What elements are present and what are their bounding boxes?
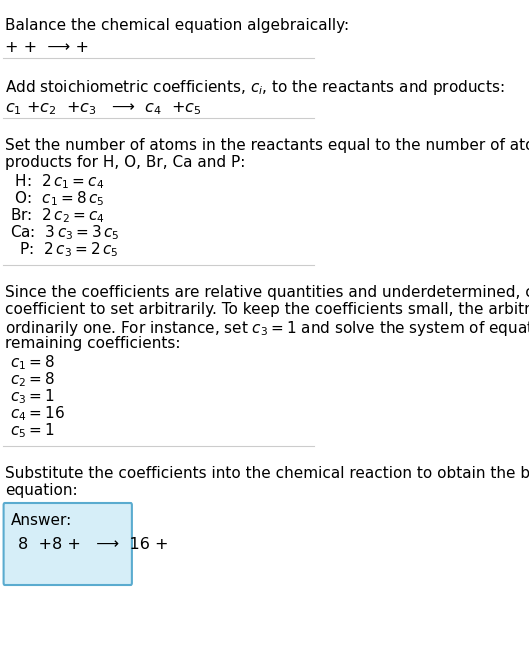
Text: $c_1 = 8$: $c_1 = 8$ (10, 353, 54, 372)
Text: Set the number of atoms in the reactants equal to the number of atoms in the: Set the number of atoms in the reactants… (5, 138, 529, 153)
Text: H:  $2\,c_1 = c_4$: H: $2\,c_1 = c_4$ (10, 172, 104, 191)
Text: 8  +8 +   ⟶  16 +: 8 +8 + ⟶ 16 + (18, 537, 168, 552)
Text: O:  $c_1 = 8\,c_5$: O: $c_1 = 8\,c_5$ (10, 189, 104, 208)
Text: P:  $2\,c_3 = 2\,c_5$: P: $2\,c_3 = 2\,c_5$ (10, 240, 118, 259)
Text: remaining coefficients:: remaining coefficients: (5, 336, 180, 351)
Text: $c_2 = 8$: $c_2 = 8$ (10, 370, 54, 389)
Text: $c_1$ +$c_2$  +$c_3$   ⟶  $c_4$  +$c_5$: $c_1$ +$c_2$ +$c_3$ ⟶ $c_4$ +$c_5$ (5, 100, 201, 117)
Text: + +  ⟶ +: + + ⟶ + (5, 40, 89, 55)
Text: Add stoichiometric coefficients, $c_i$, to the reactants and products:: Add stoichiometric coefficients, $c_i$, … (5, 78, 504, 97)
Text: Balance the chemical equation algebraically:: Balance the chemical equation algebraica… (5, 18, 349, 33)
Text: ordinarily one. For instance, set $c_3 = 1$ and solve the system of equations fo: ordinarily one. For instance, set $c_3 =… (5, 319, 529, 338)
Text: products for H, O, Br, Ca and P:: products for H, O, Br, Ca and P: (5, 155, 245, 170)
Text: Br:  $2\,c_2 = c_4$: Br: $2\,c_2 = c_4$ (10, 206, 104, 225)
Text: Ca:  $3\,c_3 = 3\,c_5$: Ca: $3\,c_3 = 3\,c_5$ (10, 223, 119, 242)
Text: $c_4 = 16$: $c_4 = 16$ (10, 404, 65, 423)
Text: $c_5 = 1$: $c_5 = 1$ (10, 421, 54, 440)
Text: Substitute the coefficients into the chemical reaction to obtain the balanced: Substitute the coefficients into the che… (5, 466, 529, 481)
Text: $c_3 = 1$: $c_3 = 1$ (10, 387, 54, 406)
Text: coefficient to set arbitrarily. To keep the coefficients small, the arbitrary va: coefficient to set arbitrarily. To keep … (5, 302, 529, 317)
Text: Since the coefficients are relative quantities and underdetermined, choose a: Since the coefficients are relative quan… (5, 285, 529, 300)
Text: Answer:: Answer: (11, 513, 72, 528)
Text: equation:: equation: (5, 483, 77, 498)
FancyBboxPatch shape (4, 503, 132, 585)
